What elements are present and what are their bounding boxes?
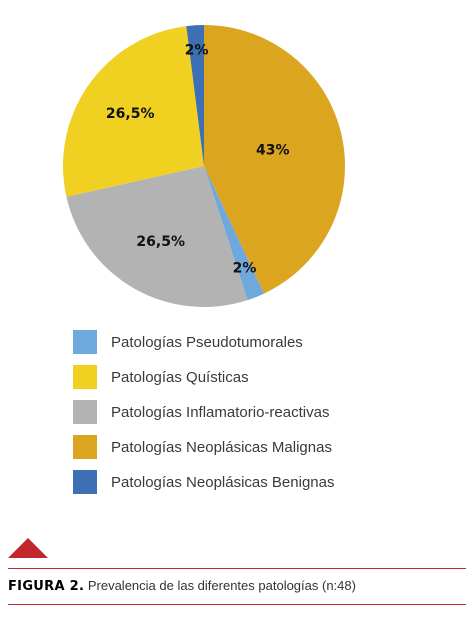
chart-legend: Patologías Pseudotumorales Patologías Qu… [73,330,334,505]
legend-label-quisticas: Patologías Quísticas [111,368,249,386]
pie-slice-4 [186,25,204,166]
pie-slice-2 [66,166,248,307]
pie-label-4: 2% [185,43,209,59]
legend-label-neoplasicas-benignas: Patologías Neoplásicas Benignas [111,473,335,491]
figure-caption: FIGURA 2. Prevalencia de las diferentes … [8,578,356,594]
pie-label-2: 26,5% [136,234,185,250]
legend-label-inflamatorio-reactivas: Patologías Inflamatorio-reactivas [111,403,330,421]
legend-swatch-neoplasicas-benignas [73,470,97,494]
legend-swatch-inflamatorio-reactivas [73,400,97,424]
caption-bottom-rule [8,604,466,605]
figure-caption-label: FIGURA 2. [8,579,85,594]
figure-caption-text: Prevalencia de las diferentes patologías… [84,578,356,593]
pie-slice-3 [63,26,204,197]
pie-label-3: 26,5% [106,106,155,122]
legend-label-neoplasicas-malignas: Patologías Neoplásicas Malignas [111,438,332,456]
legend-item-neoplasicas-malignas: Patologías Neoplásicas Malignas [73,435,334,459]
legend-item-neoplasicas-benignas: Patologías Neoplásicas Benignas [73,470,334,494]
legend-item-inflamatorio-reactivas: Patologías Inflamatorio-reactivas [73,400,334,424]
pie-labels: 43% 2% 26,5% 26,5% 2% [106,43,290,277]
pie-slice-1 [204,166,265,301]
pie-slice-0 [204,25,345,294]
pie-slices [63,25,345,307]
pie-label-1: 2% [233,260,257,276]
legend-swatch-quisticas [73,365,97,389]
pie-chart: 43% 2% 26,5% 26,5% 2% [63,25,345,307]
legend-swatch-neoplasicas-malignas [73,435,97,459]
pie-label-0: 43% [256,143,290,159]
legend-swatch-pseudotumorales [73,330,97,354]
caption-triangle-marker [8,538,48,558]
caption-top-rule [8,568,466,569]
legend-item-quisticas: Patologías Quísticas [73,365,334,389]
legend-item-pseudotumorales: Patologías Pseudotumorales [73,330,334,354]
legend-label-pseudotumorales: Patologías Pseudotumorales [111,333,303,351]
